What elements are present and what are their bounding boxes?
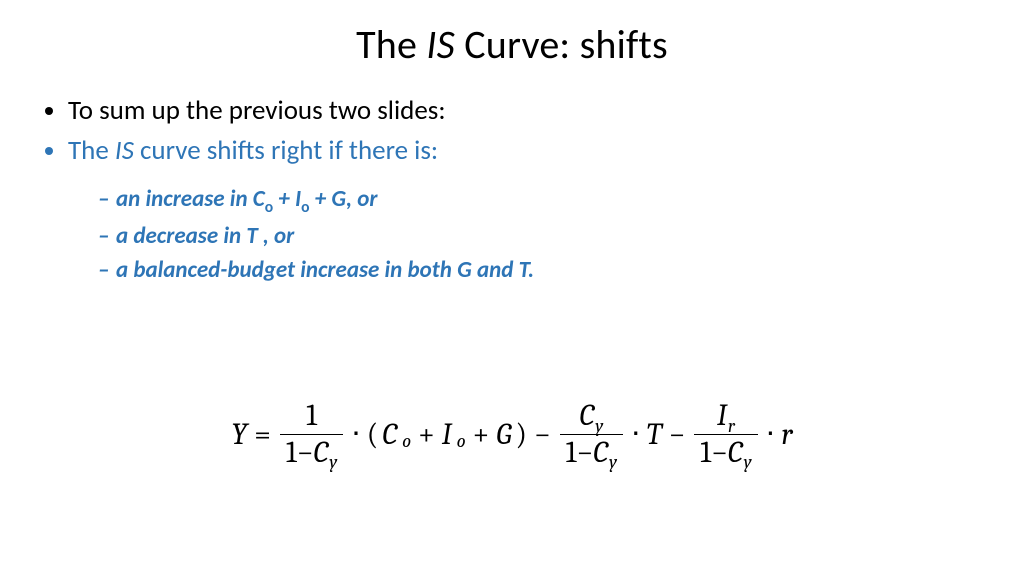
sb1-tail: , or (346, 185, 377, 213)
eq-f3-num: Ir (711, 400, 741, 432)
eq-dot-1: ⋅ (349, 417, 363, 452)
eq-f3-num-I: I (717, 398, 727, 433)
eq-G: G (496, 417, 511, 452)
bullet-list: To sum up the previous two slides: The I… (38, 93, 986, 282)
eq-dot-2: ⋅ (629, 417, 643, 452)
sb2-T: T (246, 222, 257, 250)
eq-f3-den: 1−Cy (694, 437, 757, 469)
sb1-C: C (253, 185, 265, 213)
eq-dot-3: ⋅ (764, 417, 778, 452)
eq-Io-I: I (442, 417, 452, 452)
bullet-2-ital: IS (115, 134, 134, 167)
equation-body: Y = 1 1−Cy ⋅ (Co + Io + G) − Cy 1−Cy ⋅ T… (232, 400, 793, 468)
eq-f3-den-y: y (744, 451, 752, 473)
sb2-tail: , or (258, 222, 295, 250)
eq-minus-2: − (666, 417, 689, 452)
eq-frac-2: Cy 1−Cy (560, 400, 623, 468)
sb1-a: an increase in (116, 185, 253, 213)
eq-f1-den-y: y (329, 451, 337, 473)
bullet-2: The IS curve shifts right if there is: a… (68, 133, 986, 281)
eq-f3-num-r: r (728, 415, 735, 437)
eq-Y: Y (232, 417, 248, 452)
sb3-G: G (457, 256, 472, 284)
eq-equals: = (251, 417, 274, 452)
eq-f2-den-y: y (609, 451, 617, 473)
eq-f1-num: 1 (300, 400, 323, 432)
eq-f1-den-1: 1 (286, 435, 297, 470)
sb1-plus2: + (310, 185, 332, 213)
eq-minus-1: − (531, 417, 554, 452)
eq-T: T (647, 417, 662, 452)
eq-f3-den-1: 1 (700, 435, 711, 470)
bullet-2-post: curve shifts right if there is: (134, 134, 438, 167)
slide: The IS Curve: shifts To sum up the previ… (0, 0, 1024, 576)
sub-bullet-list: an increase in Co + Io + G, or a decreas… (68, 182, 986, 288)
slide-title: The IS Curve: shifts (38, 20, 986, 69)
sb1-G: G (331, 185, 346, 213)
sb2-a: a decrease in (116, 222, 246, 250)
eq-f1-den-C: C (313, 435, 328, 470)
eq-f2-den: 1−Cy (560, 437, 623, 469)
sb1-Io: o (301, 198, 309, 217)
bullet-1-text: To sum up the previous two slides: (68, 94, 446, 127)
eq-rp: ) (515, 417, 526, 452)
eq-plus-2: + (470, 417, 493, 452)
eq-f2-den-C: C (593, 435, 608, 470)
eq-f3-den-minus: − (711, 435, 728, 470)
sb3-tail: . (528, 256, 534, 284)
title-ital: IS (426, 20, 455, 69)
sb1-Co: o (265, 198, 273, 217)
eq-frac-3: Ir 1−Cy (694, 400, 757, 468)
sb1-plus1: + (273, 185, 295, 213)
eq-Co-o: o (402, 430, 411, 452)
equation: Y = 1 1−Cy ⋅ (Co + Io + G) − Cy 1−Cy ⋅ T… (0, 400, 1024, 468)
sub-bullet-3: a balanced-budget increase in both G and… (98, 253, 986, 288)
sub-bullet-2: a decrease in T , or (98, 219, 986, 254)
sb3-mid: and (472, 256, 519, 284)
eq-r: r (781, 417, 792, 452)
eq-Io-o: o (457, 430, 466, 452)
eq-f2-den-minus: − (576, 435, 593, 470)
title-pre: The (356, 20, 426, 69)
eq-Co-C: C (382, 417, 397, 452)
eq-lp: ( (367, 417, 378, 452)
eq-f2-num: Cy (573, 400, 609, 432)
eq-f2-num-y: y (595, 415, 603, 437)
eq-plus-1: + (415, 417, 438, 452)
eq-f2-den-1: 1 (566, 435, 577, 470)
sb3-a: a balanced-budget increase in both (116, 256, 457, 284)
eq-f3-den-C: C (728, 435, 743, 470)
eq-frac-1: 1 1−Cy (280, 400, 343, 468)
eq-f1-den: 1−Cy (280, 437, 343, 469)
title-post: Curve: shifts (455, 20, 668, 69)
bullet-1: To sum up the previous two slides: (68, 93, 986, 129)
eq-f1-den-minus: − (297, 435, 314, 470)
bullet-2-pre: The (68, 134, 115, 167)
sub-bullet-1: an increase in Co + Io + G, or (98, 182, 986, 219)
eq-f2-num-C: C (579, 398, 594, 433)
sb3-T: T (519, 256, 528, 284)
